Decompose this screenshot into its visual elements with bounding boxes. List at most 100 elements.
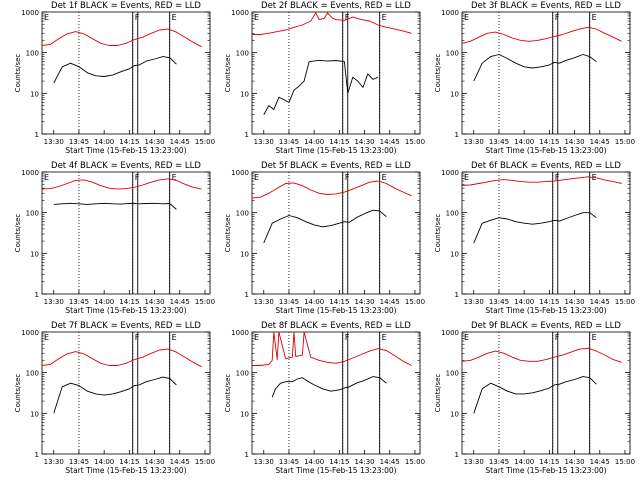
interval-marker-label: F xyxy=(135,173,140,182)
x-tick-label: 15:00 xyxy=(195,298,215,306)
x-tick-label: 15:00 xyxy=(615,458,635,466)
plot-frame xyxy=(461,331,631,455)
y-tick-label: 10 xyxy=(450,410,459,418)
y-tick-label: 10 xyxy=(30,410,39,418)
plot-frame xyxy=(251,11,421,135)
x-tick-label: 13:30 xyxy=(44,298,64,306)
x-tick-label: 14:00 xyxy=(94,298,114,306)
y-tick-label: 1000 xyxy=(441,169,459,177)
x-tick-label: 14:15 xyxy=(119,298,139,306)
plot-frame xyxy=(41,11,211,135)
x-tick-label: 15:00 xyxy=(405,298,425,306)
events-series-line xyxy=(473,376,597,414)
x-tick-label: 13:45 xyxy=(489,458,509,466)
y-tick-label: 100 xyxy=(236,50,249,58)
x-tick-label: 13:45 xyxy=(69,458,89,466)
x-tick-label: 14:15 xyxy=(119,458,139,466)
y-tick-label: 10 xyxy=(240,90,249,98)
x-tick-label: 14:30 xyxy=(144,458,164,466)
x-tick-label: 14:30 xyxy=(354,458,374,466)
x-axis-label: Start Time (15-Feb-15 13:23:00) xyxy=(485,466,606,475)
panel-title: Det 1f BLACK = Events, RED = LLD xyxy=(51,1,201,11)
y-axis-label: Counts/sec xyxy=(434,214,442,253)
x-tick-label: 14:30 xyxy=(144,138,164,146)
panel-title: Det 9f BLACK = Events, RED = LLD xyxy=(471,321,621,331)
y-tick-label: 10 xyxy=(240,250,249,258)
lld-series-line xyxy=(41,178,202,190)
y-tick-label: 100 xyxy=(446,210,459,218)
interval-marker-label: E xyxy=(172,13,177,22)
interval-marker-label: E xyxy=(382,173,387,182)
x-tick-label: 15:00 xyxy=(195,138,215,146)
y-tick-label: 10 xyxy=(450,90,459,98)
lld-series-line xyxy=(251,180,412,199)
x-tick-label: 15:00 xyxy=(405,458,425,466)
y-tick-label: 10 xyxy=(240,410,249,418)
x-tick-label: 13:45 xyxy=(279,458,299,466)
y-axis-label: Counts/sec xyxy=(224,374,232,413)
events-series-line xyxy=(53,56,177,84)
x-tick-label: 13:30 xyxy=(254,298,274,306)
lld-series-line xyxy=(461,176,622,186)
interval-marker-label: E xyxy=(464,13,469,22)
y-tick-label: 1 xyxy=(455,291,459,299)
plot-frame xyxy=(251,171,421,295)
x-tick-label: 14:00 xyxy=(514,138,534,146)
y-tick-label: 1000 xyxy=(21,9,39,17)
x-tick-label: 14:15 xyxy=(539,458,559,466)
y-tick-label: 10 xyxy=(30,90,39,98)
y-tick-label: 1000 xyxy=(231,9,249,17)
interval-marker-label: F xyxy=(345,173,350,182)
x-tick-label: 13:30 xyxy=(44,138,64,146)
y-tick-label: 1000 xyxy=(441,9,459,17)
panel-title: Det 5f BLACK = Events, RED = LLD xyxy=(261,161,411,171)
plot-frame xyxy=(461,11,631,135)
y-tick-label: 1000 xyxy=(231,169,249,177)
x-tick-label: 14:00 xyxy=(94,138,114,146)
y-tick-label: 100 xyxy=(26,210,39,218)
y-tick-label: 1000 xyxy=(441,329,459,337)
x-tick-label: 14:00 xyxy=(514,298,534,306)
y-axis-label: Counts/sec xyxy=(14,374,22,413)
x-tick-label: 14:45 xyxy=(380,298,400,306)
plot-frame xyxy=(251,331,421,455)
interval-marker-label: F xyxy=(555,173,560,182)
x-tick-label: 13:30 xyxy=(464,458,484,466)
x-tick-label: 14:15 xyxy=(329,458,349,466)
y-tick-label: 1000 xyxy=(231,329,249,337)
y-tick-label: 1 xyxy=(35,451,39,459)
panel-title: Det 3f BLACK = Events, RED = LLD xyxy=(471,1,621,11)
lld-series-line xyxy=(41,28,202,48)
interval-marker-label: E xyxy=(382,13,387,22)
interval-marker-label: F xyxy=(345,333,350,342)
x-tick-label: 14:00 xyxy=(304,298,324,306)
x-tick-label: 13:45 xyxy=(489,298,509,306)
x-tick-label: 15:00 xyxy=(615,298,635,306)
interval-marker-label: E xyxy=(464,333,469,342)
panel-title: Det 6f BLACK = Events, RED = LLD xyxy=(471,161,621,171)
x-tick-label: 14:00 xyxy=(304,458,324,466)
x-tick-label: 14:15 xyxy=(329,298,349,306)
x-tick-label: 14:30 xyxy=(564,458,584,466)
x-tick-label: 14:45 xyxy=(170,138,190,146)
y-tick-label: 1 xyxy=(455,451,459,459)
x-tick-label: 13:45 xyxy=(69,138,89,146)
interval-marker-label: E xyxy=(172,173,177,182)
x-tick-label: 13:45 xyxy=(279,138,299,146)
y-axis-label: Counts/sec xyxy=(434,54,442,93)
x-tick-label: 14:45 xyxy=(590,458,610,466)
plot-frame xyxy=(41,171,211,295)
y-tick-label: 1 xyxy=(35,131,39,139)
y-tick-label: 1 xyxy=(245,131,249,139)
y-tick-label: 100 xyxy=(236,370,249,378)
interval-marker-label: F xyxy=(135,13,140,22)
lld-series-line xyxy=(252,331,412,366)
x-axis-label: Start Time (15-Feb-15 13:23:00) xyxy=(65,466,186,475)
y-tick-label: 1000 xyxy=(21,329,39,337)
y-axis-label: Counts/sec xyxy=(224,214,232,253)
